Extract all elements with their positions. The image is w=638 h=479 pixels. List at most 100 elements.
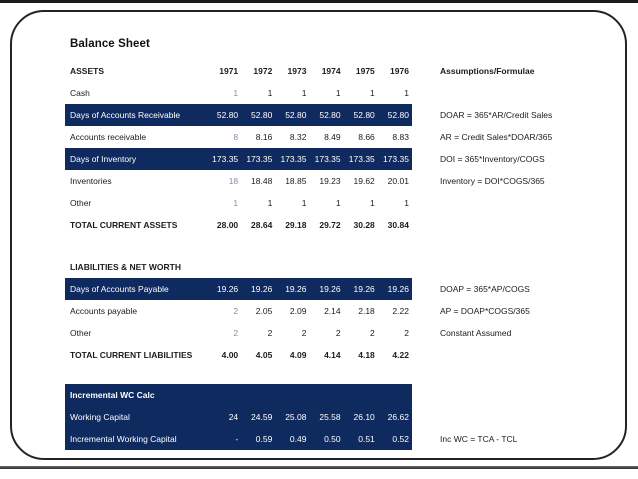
formula-text: Assumptions/Formulae bbox=[440, 66, 535, 76]
formula-text: AP = DOAP*COGS/365 bbox=[440, 306, 530, 316]
cell-value: 1 bbox=[233, 198, 239, 208]
row-band: Accounts payable 2 2.05 2.09 2.14 2.18 2.22 bbox=[65, 300, 412, 322]
cell-value: 173.35 bbox=[314, 154, 341, 164]
cell-value: 26.62 bbox=[387, 412, 409, 422]
table-row: LIABILITIES & NET WORTH bbox=[65, 256, 530, 278]
cell-value: 1 bbox=[335, 198, 341, 208]
cell-value: 0.52 bbox=[392, 434, 409, 444]
row-band: LIABILITIES & NET WORTH bbox=[65, 256, 412, 278]
cell-value: 8.16 bbox=[255, 132, 273, 142]
table-row: Other 1 1 1 1 1 1 bbox=[65, 192, 552, 214]
adjacent-slide-edge-top bbox=[0, 0, 638, 3]
row-band: TOTAL CURRENT LIABILITIES 4.00 4.05 4.09 4.1… bbox=[65, 344, 412, 366]
row-label: ASSETS bbox=[70, 66, 105, 76]
cell-value: 173.35 bbox=[382, 154, 409, 164]
cell-value: 19.26 bbox=[251, 284, 273, 294]
cell-value: 2.14 bbox=[324, 306, 341, 316]
row-label: Inventories bbox=[70, 176, 112, 186]
cell-value: 1 bbox=[301, 88, 307, 98]
cell-value: 52.80 bbox=[216, 110, 239, 120]
cell-value: 0.51 bbox=[358, 434, 375, 444]
cell-value: 173.35 bbox=[212, 154, 239, 164]
cell-value: 4.00 bbox=[221, 350, 239, 360]
cell-value: 1 bbox=[267, 88, 273, 98]
row-label: Days of Accounts Payable bbox=[70, 284, 169, 294]
row-band: Other 1 1 1 1 1 1 bbox=[65, 192, 412, 214]
cell-value: 2.09 bbox=[289, 306, 307, 316]
cell-value: 19.26 bbox=[216, 284, 239, 294]
table-row: Days of Accounts Receivable 52.80 52.80 52.… bbox=[65, 104, 552, 126]
row-band: Inventories 18 18.48 18.85 19.23 19.62 20.01 bbox=[65, 170, 412, 192]
formula-text: AR = Credit Sales*DOAR/365 bbox=[440, 132, 553, 142]
cell-value: 2 bbox=[267, 328, 273, 338]
formula-text: Inventory = DOI*COGS/365 bbox=[440, 176, 545, 186]
cell-value: 0.59 bbox=[255, 434, 273, 444]
cell-value: 173.35 bbox=[348, 154, 375, 164]
cell-value: 26.10 bbox=[353, 412, 375, 422]
cell-value: - bbox=[235, 434, 239, 444]
formula-text: DOI = 365*Inventory/COGS bbox=[440, 154, 545, 164]
cell-value: 1976 bbox=[390, 66, 409, 76]
cell-value: 30.84 bbox=[387, 220, 409, 230]
cell-value: 1 bbox=[404, 88, 409, 98]
balance-sheet-slide: Balance Sheet ASSETS 1971 1972 1973 1974 1975… bbox=[10, 10, 627, 460]
formula-text: DOAR = 365*AR/Credit Sales bbox=[440, 110, 553, 120]
row-band: TOTAL CURRENT ASSETS 28.00 28.64 29.18 29.72… bbox=[65, 214, 412, 236]
row-label: Working Capital bbox=[70, 412, 130, 422]
cell-value: 2 bbox=[335, 328, 341, 338]
cell-value: 20.01 bbox=[387, 176, 409, 186]
row-label: Incremental Working Capital bbox=[70, 434, 177, 444]
row-band: Other 2 2 2 2 2 2 bbox=[65, 322, 412, 344]
cell-value: 29.18 bbox=[285, 220, 307, 230]
cell-value: 19.62 bbox=[353, 176, 375, 186]
table-row: Days of Inventory 173.35 173.35 173.35 173.3… bbox=[65, 148, 552, 170]
row-band: Accounts receivable 8 8.16 8.32 8.49 8.66 8.83 bbox=[65, 126, 412, 148]
cell-value: 4.09 bbox=[289, 350, 307, 360]
cell-value: 1 bbox=[233, 88, 239, 98]
cell-value: 28.00 bbox=[216, 220, 239, 230]
row-band: Days of Inventory 173.35 173.35 173.35 173.3… bbox=[65, 148, 412, 170]
cell-value: 2 bbox=[370, 328, 375, 338]
cell-value: 2 bbox=[233, 306, 239, 316]
cell-value: 2.05 bbox=[255, 306, 273, 316]
cell-value: 1 bbox=[370, 198, 375, 208]
cell-value: 2 bbox=[233, 328, 239, 338]
cell-value: 173.35 bbox=[280, 154, 307, 164]
cell-value: 19.26 bbox=[387, 284, 409, 294]
cell-value: 173.35 bbox=[246, 154, 273, 164]
row-label: Cash bbox=[70, 88, 90, 98]
liabilities-section: LIABILITIES & NET WORTH Days of Accounts … bbox=[65, 256, 530, 366]
cell-value: 52.80 bbox=[319, 110, 341, 120]
cell-value: 8.66 bbox=[358, 132, 375, 142]
cell-value: 1972 bbox=[253, 66, 273, 76]
row-label: Days of Accounts Receivable bbox=[70, 110, 181, 120]
cell-value: 2.22 bbox=[392, 306, 409, 316]
row-label: Accounts receivable bbox=[70, 132, 147, 142]
table-row: ASSETS 1971 1972 1973 1974 1975 1976 Assumption… bbox=[65, 60, 552, 82]
cell-value: 29.72 bbox=[319, 220, 341, 230]
cell-value: 30.28 bbox=[353, 220, 375, 230]
cell-value: 1971 bbox=[219, 66, 239, 76]
cell-value: 52.80 bbox=[387, 110, 409, 120]
cell-value: 2.18 bbox=[358, 306, 375, 316]
row-label: TOTAL CURRENT LIABILITIES bbox=[70, 350, 193, 360]
row-band: Cash 1 1 1 1 1 1 bbox=[65, 82, 412, 104]
cell-value: 18.85 bbox=[285, 176, 307, 186]
cell-value: 52.80 bbox=[353, 110, 375, 120]
adjacent-slide-edge-bottom bbox=[0, 466, 638, 469]
cell-value: 1 bbox=[370, 88, 375, 98]
formula-text: DOAP = 365*AP/COGS bbox=[440, 284, 530, 294]
cell-value: 24.59 bbox=[251, 412, 273, 422]
row-label: Accounts payable bbox=[70, 306, 138, 316]
cell-value: 8 bbox=[233, 132, 239, 142]
table-row: Cash 1 1 1 1 1 1 bbox=[65, 82, 552, 104]
row-band: Incremental WC Calc bbox=[65, 384, 412, 406]
cell-value: 19.23 bbox=[319, 176, 341, 186]
cell-value: 1974 bbox=[321, 66, 341, 76]
cell-value: 19.26 bbox=[285, 284, 307, 294]
cell-value: 8.49 bbox=[324, 132, 341, 142]
cell-value: 25.08 bbox=[285, 412, 307, 422]
page-title: Balance Sheet bbox=[70, 38, 150, 50]
row-band: Incremental Working Capital - 0.59 0.49 0.50… bbox=[65, 428, 412, 450]
table-row: Other 2 2 2 2 2 2 Constant Assumed bbox=[65, 322, 530, 344]
